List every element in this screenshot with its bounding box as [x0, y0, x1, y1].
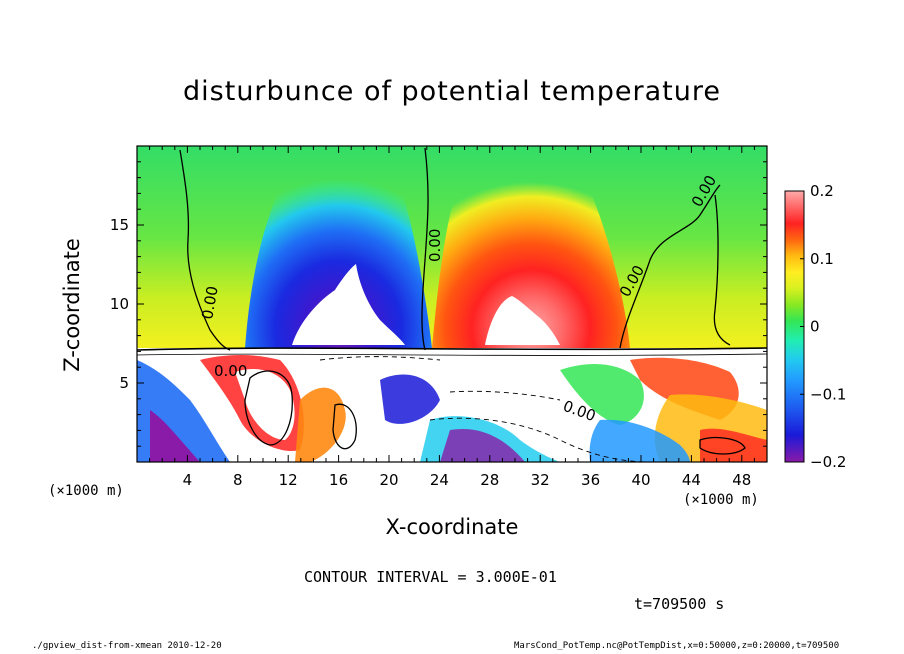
contour-lines — [137, 147, 767, 455]
colorbar-tick-group: 0.2 0.1 0 −0.1 −0.2 — [800, 182, 846, 471]
x-tick-label: 16 — [329, 471, 348, 489]
contour-label: 0.00 — [426, 229, 444, 262]
y-tick-label: 10 — [110, 295, 129, 313]
chart-title: disturbunce of potential temperature — [183, 76, 721, 107]
colorbar-tick-label: −0.2 — [810, 453, 846, 471]
cold-core — [292, 264, 405, 345]
contour-interval-text: CONTOUR INTERVAL = 3.000E-01 — [304, 568, 557, 586]
x-tick-label: 20 — [379, 471, 398, 489]
x-tick-label: 44 — [682, 471, 701, 489]
x-tick-label: 8 — [233, 471, 243, 489]
x-tick-label: 48 — [732, 471, 751, 489]
x-tick-group: 4 8 12 16 20 24 28 32 36 40 44 48 — [136, 146, 768, 489]
colorbar-tick-label: 0 — [810, 318, 820, 336]
contour-label: 0.00 — [198, 285, 222, 321]
cold-plume — [245, 148, 432, 348]
x-axis-label: X-coordinate — [385, 515, 519, 539]
x-unit-label-left: (×1000 m) — [48, 483, 124, 499]
x-tick-label: 28 — [480, 471, 499, 489]
colorbar-tick-label: −0.1 — [810, 385, 846, 403]
x-tick-label: 12 — [279, 471, 298, 489]
contour-label: 0.00 — [214, 362, 247, 380]
colorbar-tick-label: 0.2 — [810, 182, 834, 200]
x-unit-label-right: (×1000 m) — [683, 492, 759, 508]
x-tick-label: 24 — [430, 471, 449, 489]
colorbar-tick-label: 0.1 — [810, 250, 834, 268]
footer-file-label: MarsCond_PotTemp.nc@PotTempDist,x=0:5000… — [514, 641, 840, 651]
lower-layer-blobs — [137, 355, 767, 462]
warm-plume — [432, 152, 630, 348]
x-tick-label: 36 — [581, 471, 600, 489]
heatmap-field: 0.00 0.00 0.00 0.00 0.00 0.00 — [137, 146, 767, 462]
y-tick-group: 5 10 15 — [110, 145, 767, 463]
y-tick-label: 5 — [119, 374, 129, 392]
time-label: t=709500 s — [634, 595, 725, 613]
footer-script-label: ./gpview_dist-from-xmean 2010-12-20 — [32, 641, 222, 651]
y-tick-label: 15 — [110, 216, 129, 234]
x-tick-label: 4 — [183, 471, 193, 489]
x-tick-label: 40 — [631, 471, 650, 489]
warm-core — [485, 296, 560, 345]
x-tick-label: 32 — [531, 471, 550, 489]
negative-contours — [319, 356, 651, 462]
